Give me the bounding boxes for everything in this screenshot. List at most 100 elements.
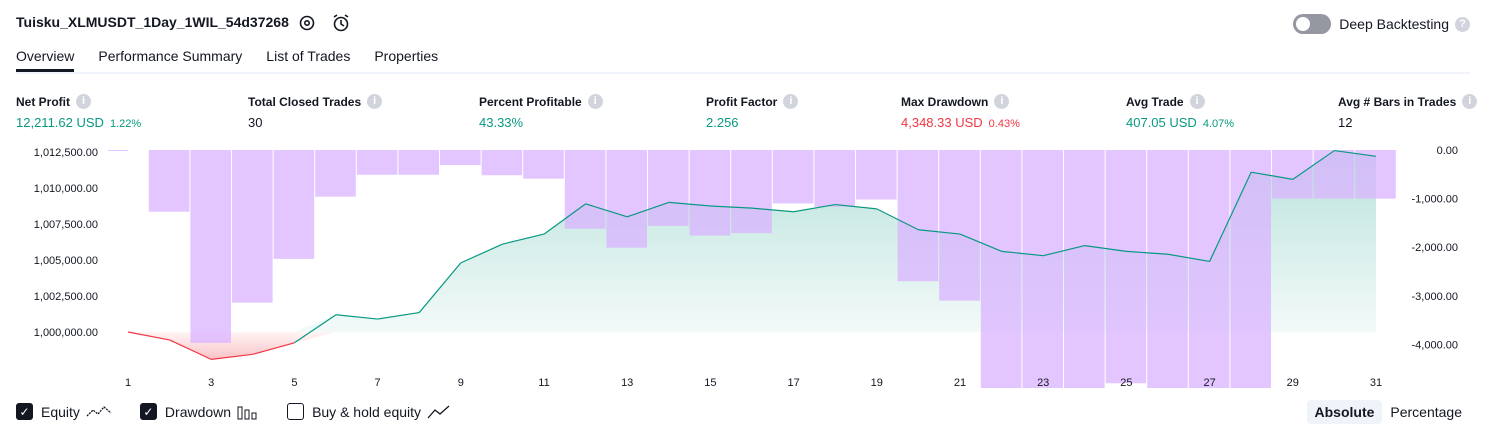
metric-value: 2.256 <box>706 115 739 130</box>
x-axis-tick: 7 <box>375 377 381 388</box>
metric-value: 12 <box>1338 115 1353 130</box>
deep-backtesting-toggle[interactable] <box>1293 14 1332 34</box>
equity-line-segment <box>211 353 253 360</box>
help-icon[interactable]: ? <box>1455 16 1470 32</box>
equity-area-negative <box>128 332 1376 360</box>
equity-line-segment <box>460 243 503 264</box>
drawdown-bar <box>856 150 897 200</box>
drawdown-bar <box>1230 150 1271 388</box>
deep-backtesting-label: Deep Backtesting <box>1339 16 1449 32</box>
equity-line-segment <box>418 262 462 313</box>
left-axis-tick: 1,002,500.00 <box>34 291 98 303</box>
info-icon[interactable]: i <box>994 94 1010 109</box>
tab-overview[interactable]: Overview <box>16 48 75 72</box>
equity-checkbox[interactable]: ✓ Equity <box>16 403 112 420</box>
drawdown-bar <box>1105 150 1147 384</box>
equity-line-segment <box>1251 171 1293 180</box>
equity-line-segment <box>710 205 753 209</box>
equity-line-segment <box>751 207 794 213</box>
drawdown-bar <box>606 150 647 248</box>
equity-line-segment <box>668 201 711 207</box>
drawdown-bar <box>648 150 689 226</box>
metric-percent: 0.43% <box>988 118 1020 130</box>
tab-properties[interactable]: Properties <box>374 48 439 64</box>
metric-label: Max Drawdown <box>901 94 989 109</box>
drawdown-bar <box>440 150 481 166</box>
metric-avg-trade: Avg Trade i 407.05 USD 4.07% <box>1126 94 1234 130</box>
drawdown-bar <box>523 150 564 179</box>
info-icon[interactable]: i <box>367 94 383 109</box>
x-axis-tick: 31 <box>1370 377 1382 388</box>
equity-line-segment <box>1001 250 1044 257</box>
equity-line-segment <box>169 339 212 360</box>
left-axis-tick: 1,005,000.00 <box>34 255 98 267</box>
equity-line-segment <box>377 311 420 320</box>
percentage-button[interactable]: Percentage <box>1390 404 1462 420</box>
drawdown-checkbox[interactable]: ✓ Drawdown <box>139 403 259 420</box>
equity-line-segment <box>1292 150 1335 180</box>
equity-line-segment <box>1043 245 1085 257</box>
metric-label: Net Profit <box>16 94 70 109</box>
x-axis-tick: 1 <box>125 377 131 388</box>
right-axis-tick: -4,000.00 <box>1412 339 1458 351</box>
metric-profit-factor: Profit Factor i 2.256 <box>706 94 799 130</box>
right-axis-tick: 0.00 <box>1437 145 1458 157</box>
drawdown-bar <box>689 150 731 236</box>
right-axis-tick: -3,000.00 <box>1412 291 1458 303</box>
equity-line-segment <box>1084 245 1127 252</box>
x-axis-tick: 17 <box>787 377 799 388</box>
left-axis-tick: 1,010,000.00 <box>34 183 98 195</box>
x-axis-tick: 3 <box>208 377 214 388</box>
tab-performance-summary[interactable]: Performance Summary <box>98 48 243 64</box>
tabs-divider <box>16 72 1470 74</box>
x-axis-tick: 19 <box>871 377 883 388</box>
info-icon[interactable]: i <box>76 94 91 109</box>
alarm-icon[interactable] <box>330 12 352 34</box>
metric-label: Avg Trade <box>1126 94 1184 109</box>
drawdown-bar <box>980 150 1022 388</box>
equity-line-segment <box>835 203 877 210</box>
x-axis-tick: 11 <box>538 377 549 388</box>
info-icon[interactable]: i <box>783 94 799 109</box>
equity-line-segment <box>294 314 337 344</box>
checkbox-empty <box>287 403 305 420</box>
settings-icon[interactable] <box>296 12 318 34</box>
equity-drawdown-chart[interactable]: 1,012,500.00 1,010,000.00 1,007,500.00 1,00… <box>0 138 1486 388</box>
info-icon[interactable]: i <box>1462 94 1478 109</box>
drawdown-label: Drawdown <box>164 403 232 420</box>
metric-value: 43.33% <box>479 115 524 130</box>
equity-line-segment <box>918 229 961 235</box>
equity-line-segment <box>252 342 295 355</box>
equity-line-segment <box>127 331 170 341</box>
info-icon[interactable]: i <box>587 94 603 109</box>
equity-label: Equity <box>41 403 80 420</box>
metric-value: 407.05 USD <box>1126 115 1197 130</box>
check-icon: ✓ <box>139 403 157 420</box>
strategy-title: Tuisku_XLMUSDT_1Day_1WIL_54d37268 <box>16 14 289 30</box>
equity-line-segment <box>585 203 628 218</box>
drawdown-bar <box>190 150 231 343</box>
buy-hold-checkbox[interactable]: Buy & hold equity <box>287 403 451 420</box>
buy-hold-label: Buy & hold equity <box>312 403 422 420</box>
tab-list-of-trades[interactable]: List of Trades <box>266 48 351 64</box>
equity-line-segment <box>335 314 378 320</box>
drawdown-bar <box>564 150 606 229</box>
drawdown-bar <box>273 150 315 259</box>
x-axis-tick: 13 <box>621 377 633 388</box>
right-axis-tick: -1,000.00 <box>1412 194 1458 206</box>
drawdown-bar <box>772 150 814 204</box>
absolute-button[interactable]: Absolute <box>1306 400 1383 424</box>
drawdown-bar <box>1064 150 1105 388</box>
left-axis-tick: 1,007,500.00 <box>34 219 98 231</box>
metric-max-drawdown: Max Drawdown i 4,348.33 USD 0.43% <box>901 94 1020 130</box>
equity-line-segment <box>1209 171 1252 262</box>
drawdown-bar <box>939 150 980 301</box>
equity-line-segment <box>959 233 1002 252</box>
metric-percent: 1.22% <box>109 118 142 130</box>
x-axis-tick: 21 <box>954 377 966 388</box>
equity-line-segment <box>543 203 586 235</box>
metric-label: Percent Profitable <box>479 94 582 109</box>
x-axis-tick: 15 <box>704 377 716 388</box>
info-icon[interactable]: i <box>1189 94 1205 109</box>
drawdown-bars-icon <box>237 406 257 419</box>
